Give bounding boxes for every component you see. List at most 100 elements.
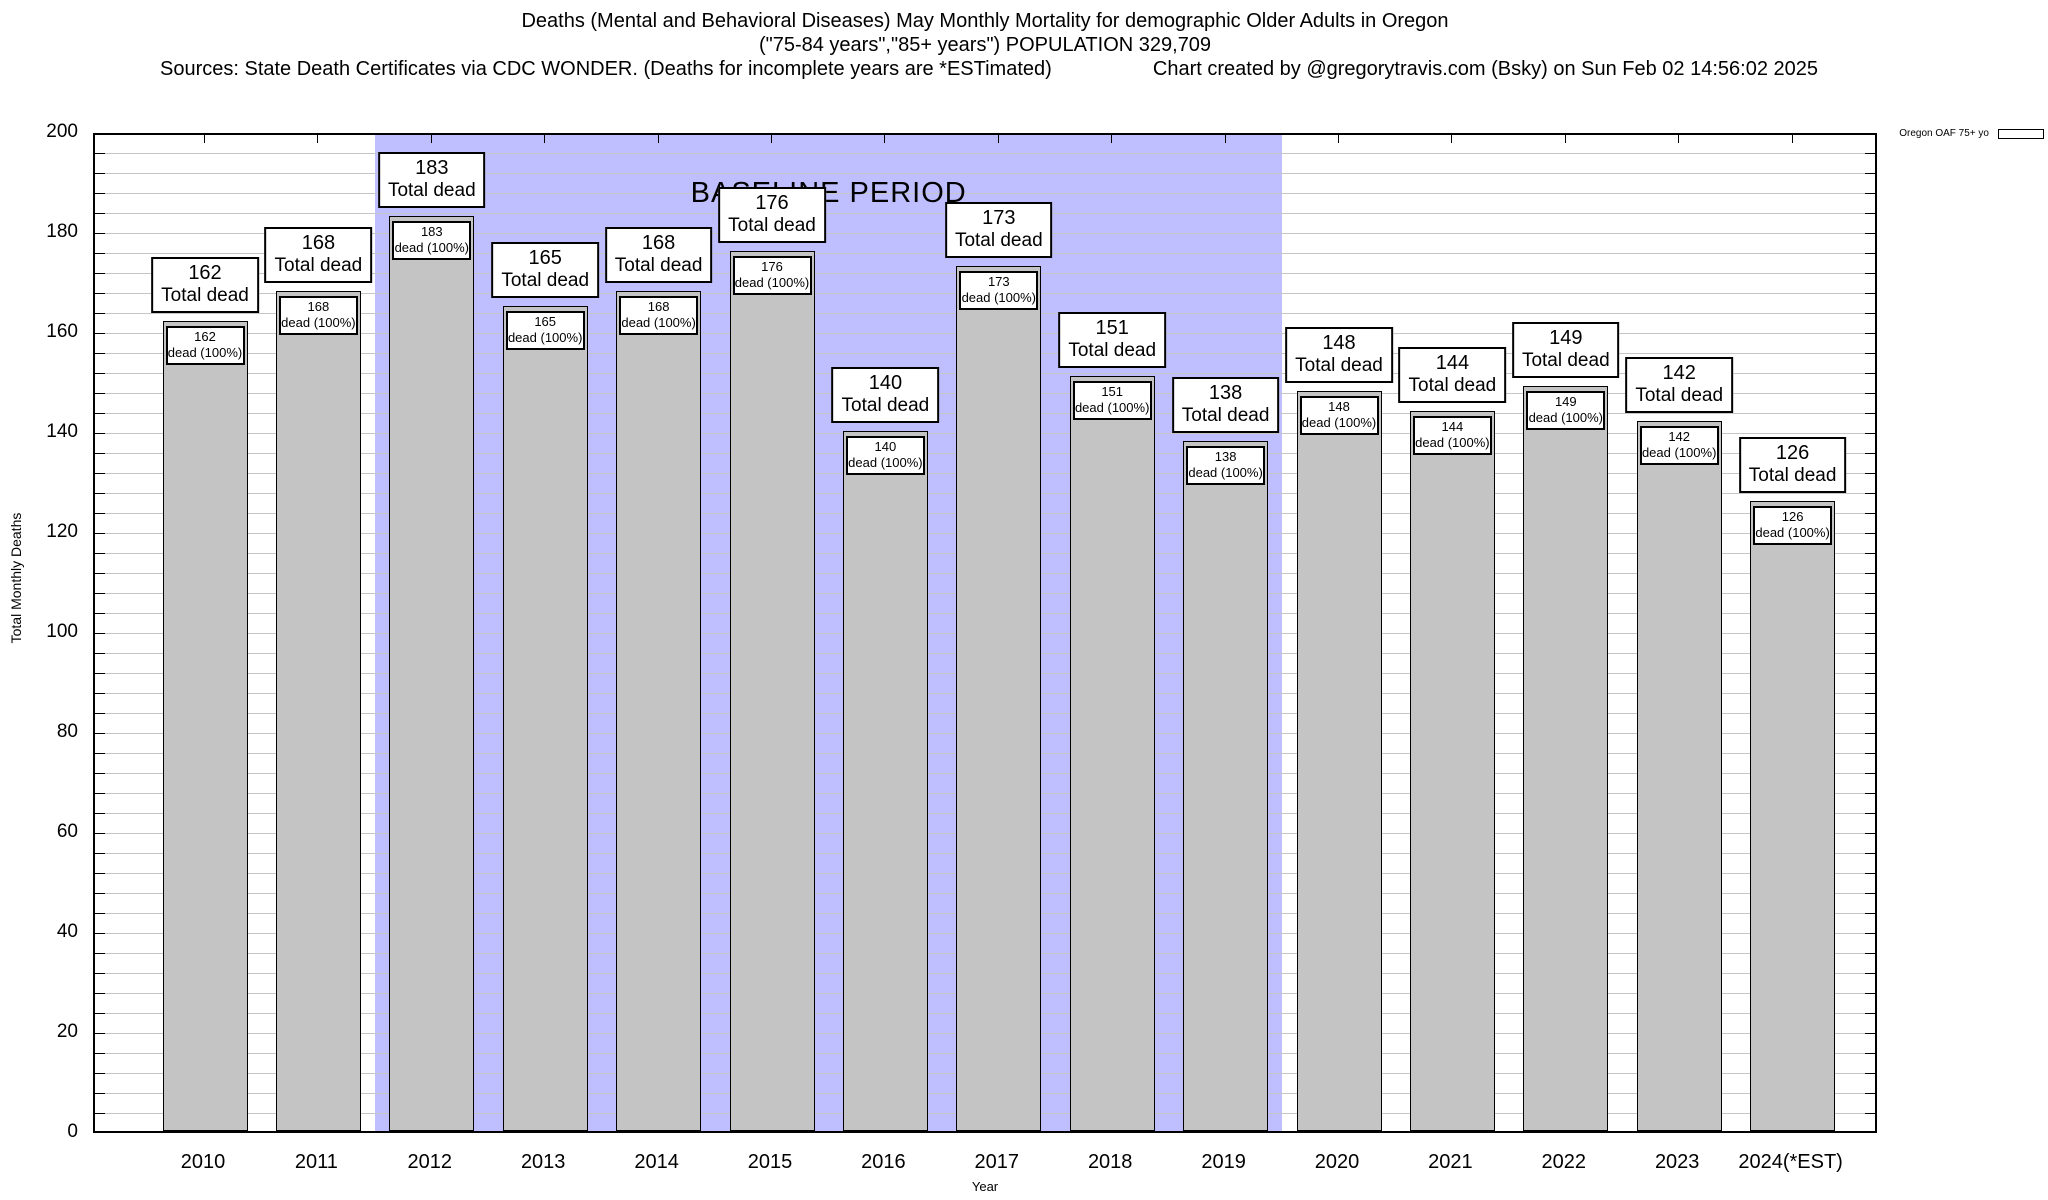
right-tick [1865, 293, 1875, 294]
y-tick-label: 40 [56, 921, 78, 942]
bar: 183 dead (100%) [389, 216, 475, 1131]
bar: 151 dead (100%) [1069, 376, 1155, 1131]
bar-total-text: Total dead [1181, 405, 1270, 426]
bar: 126 dead (100%) [1750, 501, 1836, 1131]
bar-total-label: 140 Total dead [831, 367, 940, 423]
bar-total-label: 138 Total dead [1171, 377, 1280, 433]
x-tick-label: 2017 [974, 1151, 1020, 1173]
top-tick [1338, 135, 1339, 143]
left-tick [95, 753, 105, 754]
y-tick-label: 80 [56, 721, 78, 742]
left-tick [95, 873, 105, 874]
bar-total-value: 168 [301, 232, 336, 254]
bar-sub-text: dead (100%) [961, 290, 1037, 305]
top-tick [1791, 135, 1793, 143]
top-tick [657, 135, 659, 143]
bar-sub-text: dead (100%) [621, 315, 696, 330]
bar-sub-label: 183 dead (100%) [392, 221, 472, 260]
right-tick [1865, 693, 1875, 694]
left-tick [95, 353, 105, 354]
bar-sub-text: dead (100%) [281, 315, 356, 330]
top-tick [1451, 135, 1453, 143]
top-tick [430, 135, 432, 143]
bar-sub-text: dead (100%) [1301, 415, 1377, 430]
bar-sub-value: 162 [194, 329, 216, 344]
bar-total-text: Total dead [1635, 385, 1724, 406]
bar-total-value: 126 [1775, 442, 1810, 464]
bar: 144 dead (100%) [1409, 411, 1495, 1131]
right-tick [1865, 793, 1875, 794]
right-tick [1865, 673, 1875, 674]
bar-total-value: 162 [188, 262, 222, 284]
bar-sub-label: 142 dead (100%) [1639, 426, 1719, 465]
bar-sub-text: dead (100%) [1188, 465, 1263, 480]
bar-sub-text: dead (100%) [394, 240, 470, 255]
right-tick [1865, 433, 1875, 434]
bar-sub-value: 151 [1101, 384, 1124, 399]
top-tick [1564, 135, 1566, 143]
bar: 142 dead (100%) [1636, 421, 1722, 1131]
bar-sub-text: dead (100%) [507, 330, 583, 345]
bar-sub-label: 149 dead (100%) [1526, 391, 1606, 430]
bar-total-text: Total dead [387, 180, 476, 201]
bar-sub-value: 142 [1668, 429, 1691, 444]
bar-sub-value: 168 [307, 299, 330, 314]
right-tick [1865, 773, 1875, 774]
x-tick-label: 2021 [1428, 1151, 1473, 1173]
bar: 138 dead (100%) [1183, 441, 1269, 1131]
right-tick [1865, 873, 1875, 874]
right-tick [1865, 1013, 1875, 1014]
right-tick [1865, 453, 1875, 454]
bar-sub-label: 144 dead (100%) [1412, 416, 1492, 455]
right-tick [1865, 153, 1875, 154]
left-tick [95, 653, 105, 654]
left-tick [95, 413, 105, 414]
bar-sub-value: 140 [874, 439, 897, 454]
bar-total-label: 168 Total dead [264, 227, 373, 283]
bar-total-text: Total dead [1748, 465, 1837, 486]
right-tick [1865, 973, 1875, 974]
bar-total-value: 149 [1549, 327, 1583, 349]
bar-sub-value: 126 [1781, 509, 1804, 524]
right-tick [1865, 253, 1875, 254]
left-tick [95, 273, 105, 274]
bar-total-value: 142 [1662, 362, 1696, 384]
left-tick [95, 953, 105, 954]
bar-sub-label: 162 dead (100%) [165, 326, 245, 365]
bar-total-label: 142 Total dead [1625, 357, 1734, 413]
x-tick-label: 2013 [520, 1151, 566, 1173]
right-tick [1865, 413, 1875, 414]
top-tick [1678, 135, 1680, 143]
legend-swatch-icon [1998, 128, 2044, 139]
y-tick-label: 60 [56, 821, 78, 842]
bar: 168 dead (100%) [275, 291, 361, 1131]
left-tick [95, 1033, 105, 1034]
left-tick [95, 933, 105, 934]
left-tick [95, 733, 105, 734]
bar-sub-label: 173 dead (100%) [959, 271, 1039, 310]
gridline [95, 153, 1875, 154]
left-tick [95, 913, 105, 914]
bar-total-value: 168 [641, 232, 676, 254]
chart-title: Deaths (Mental and Behavioral Diseases) … [521, 10, 1449, 32]
right-tick [1865, 1033, 1875, 1034]
left-tick [95, 533, 105, 534]
right-tick [1865, 953, 1875, 954]
y-tick-label: 120 [46, 521, 78, 542]
bar-total-text: Total dead [1068, 340, 1157, 361]
bar-total-label: 173 Total dead [944, 202, 1053, 258]
left-tick [95, 393, 105, 394]
left-tick [95, 333, 105, 334]
left-tick [95, 633, 105, 634]
credit-note: Chart created by @gregorytravis.com (Bsk… [1152, 58, 1818, 80]
bar-sub-label: 168 dead (100%) [619, 296, 699, 335]
bar: 162 dead (100%) [162, 321, 248, 1131]
bar-sub-text: dead (100%) [734, 275, 810, 290]
bar-total-label: 151 Total dead [1058, 312, 1167, 368]
x-axis-title: Year [971, 1179, 999, 1194]
x-tick-label: 2018 [1087, 1151, 1133, 1173]
bar-total-text: Total dead [161, 285, 249, 306]
right-tick [1865, 553, 1875, 554]
right-tick [1865, 313, 1875, 314]
